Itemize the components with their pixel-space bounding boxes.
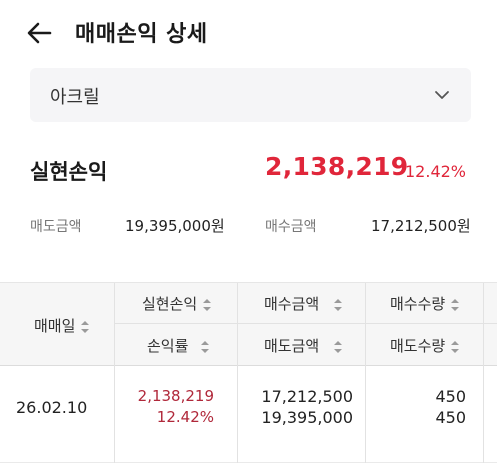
realized-pl-label: 실현손익 [30,160,108,184]
cell-buy-amount: 17,212,500 [261,387,353,406]
section-spacer [0,252,497,282]
chevron-down-icon [435,91,449,99]
col-header-rate[interactable]: 손익률 [147,335,210,356]
back-button[interactable] [24,17,56,49]
trade-table: 매매일 실현손익 손익률 매수금액 매도금액 매수수량 매도수량 26.02.1… [0,282,497,463]
realized-pl-value: 2,138,219 [265,152,409,181]
col-header-date[interactable]: 매매일 [34,315,90,336]
sell-amount-label: 매도금액 [30,219,82,235]
sort-icon [451,298,460,311]
sort-icon [203,298,212,311]
top-bar: 매매손익 상세 [0,0,497,66]
col-header-realized[interactable]: 실현손익 [142,293,212,314]
cell-sell-qty: 450 [435,408,466,427]
stock-select[interactable]: 아크릴 [30,68,471,122]
sell-amount-value: 19,395,000원 [125,217,225,235]
sort-icon [81,320,90,333]
cell-buy-qty: 450 [435,387,466,406]
col-header-buy-amount-label: 매수금액 [264,295,320,313]
col-header-sell-amount-label: 매도금액 [264,337,320,355]
sort-icon [334,340,343,353]
sort-icon [451,340,460,353]
col-header-realized-label: 실현손익 [142,295,198,313]
cell-sell-amount: 19,395,000 [261,408,353,427]
sort-icon [201,340,210,353]
table-row[interactable]: 26.02.10 2,138,219 12.42% 17,212,500 19,… [0,366,497,463]
cell-date: 26.02.10 [16,398,88,417]
cell-realized: 2,138,219 [137,387,214,405]
col-header-buy-qty-label: 매수수량 [390,295,446,313]
table-header: 매매일 실현손익 손익률 매수금액 매도금액 매수수량 매도수량 [0,282,497,367]
col-header-sell-amount[interactable]: 매도금액 [264,335,343,356]
page-title: 매매손익 상세 [75,22,208,47]
col-header-sell-qty[interactable]: 매도수량 [390,335,460,356]
buy-amount-label: 매수금액 [265,219,317,235]
col-header-date-label: 매매일 [34,317,76,335]
stock-select-value: 아크릴 [50,87,100,108]
col-header-sell-qty-label: 매도수량 [390,337,446,355]
col-header-rate-label: 손익률 [147,337,189,355]
realized-pl-rate: 12.42% [405,162,467,181]
cell-rate: 12.42% [156,408,214,426]
col-header-buy-amount[interactable]: 매수금액 [264,293,343,314]
buy-amount-value: 17,212,500원 [371,217,471,235]
sort-icon [334,298,343,311]
arrow-left-icon [27,22,52,44]
col-header-buy-qty[interactable]: 매수수량 [390,293,460,314]
